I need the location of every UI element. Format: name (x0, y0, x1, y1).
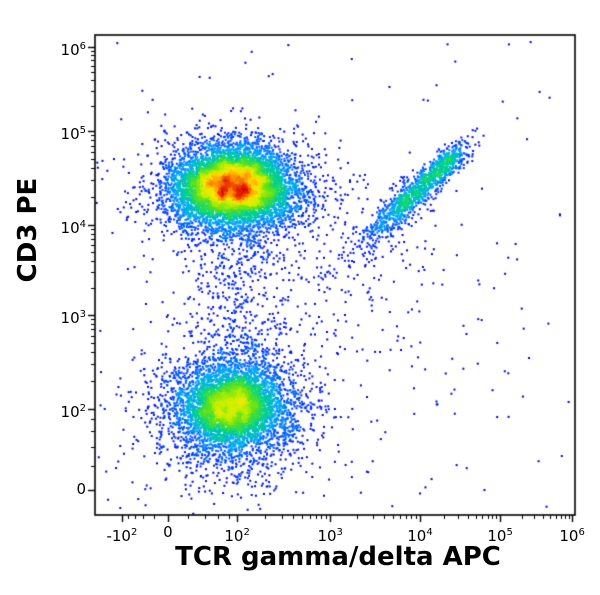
x-tick-label: 103 (317, 527, 343, 545)
x-tick-label: 106 (559, 527, 585, 545)
x-tick-label: 105 (487, 527, 513, 545)
y-tick-label: 103 (60, 308, 86, 327)
y-tick-label: 106 (60, 41, 86, 59)
y-tick-label: 105 (60, 125, 86, 143)
y-tick-label: 0 (76, 480, 86, 499)
y-tick-label: 104 (60, 219, 86, 238)
x-tick-label: 102 (224, 527, 250, 545)
x-axis-label: TCR gamma/delta APC (175, 542, 501, 572)
x-tick-label: 104 (407, 527, 433, 545)
x-tick-label: -102 (106, 527, 138, 545)
x-tick-label: 0 (163, 523, 173, 541)
y-tick-label: 102 (60, 402, 86, 421)
